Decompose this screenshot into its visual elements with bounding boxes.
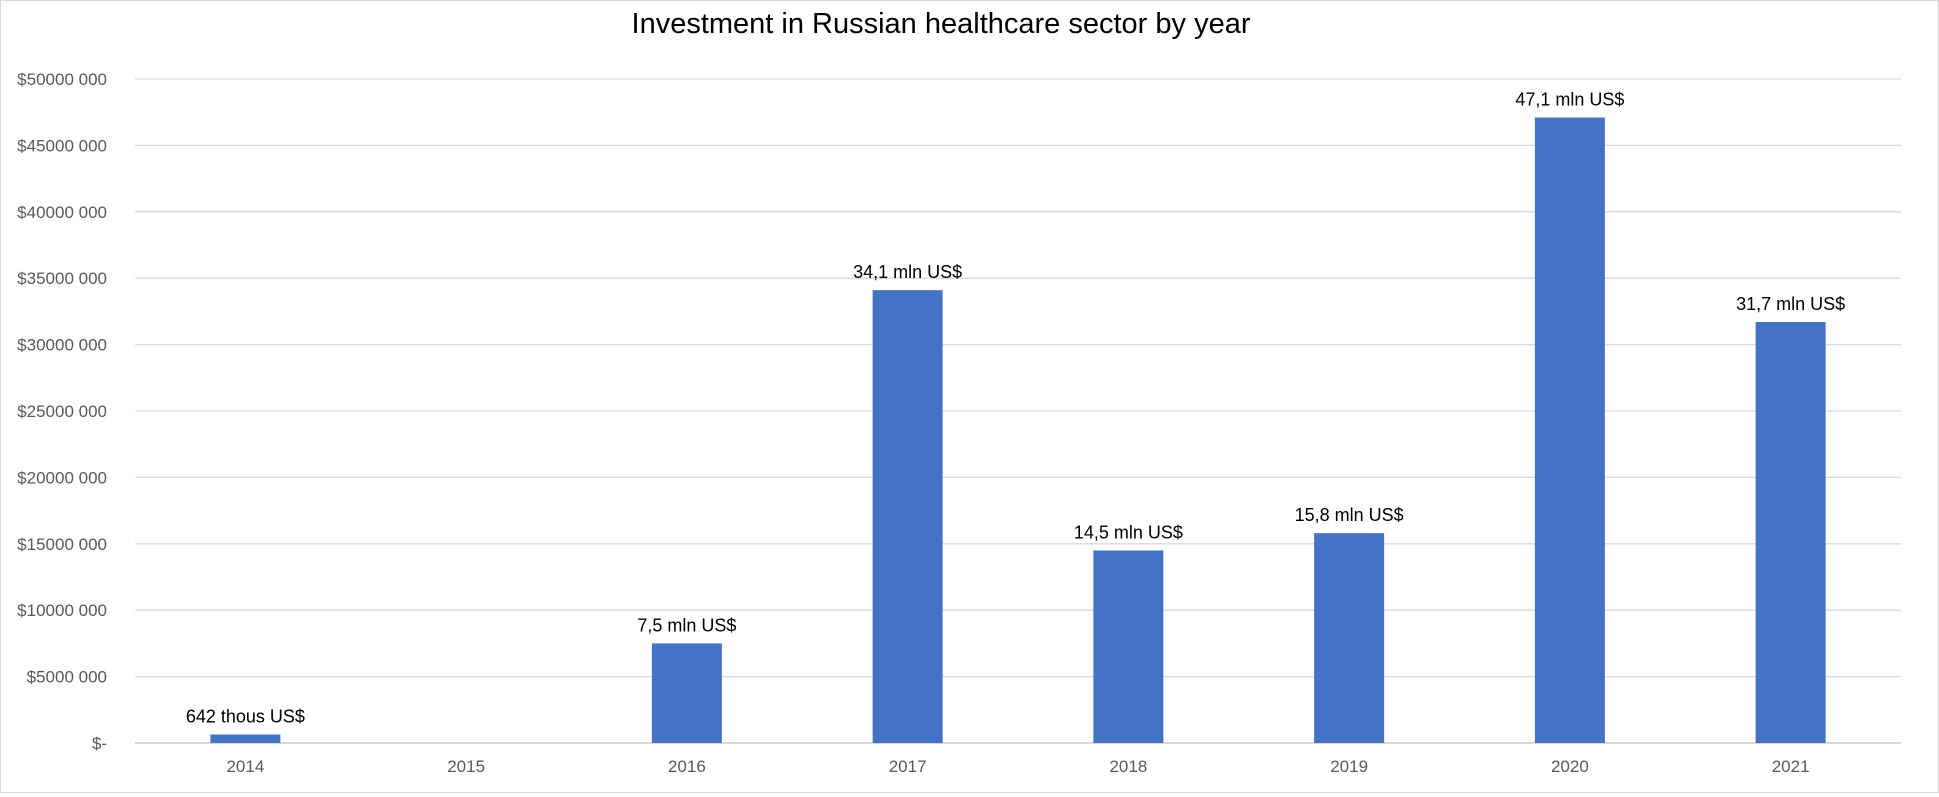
data-label-2016: 7,5 mln US$	[637, 615, 736, 635]
x-tick-label: 2015	[447, 757, 485, 776]
y-tick-label: $25000 000	[17, 402, 107, 421]
gridlines	[135, 78, 1901, 744]
bar-2014	[210, 734, 281, 743]
y-tick-label: $50000 000	[17, 70, 107, 89]
data-label-2020: 47,1 mln US$	[1515, 90, 1624, 110]
x-tick-label: 2016	[668, 757, 706, 776]
y-tick-label: $30000 000	[17, 336, 107, 355]
x-tick-label: 2019	[1330, 757, 1368, 776]
x-axis-tick-labels: 2014 2015 2016 2017 2018 2019 2020 2021	[226, 757, 1809, 776]
x-tick-label: 2014	[226, 757, 264, 776]
x-tick-label: 2018	[1109, 757, 1147, 776]
bar-2017	[872, 290, 943, 743]
x-tick-label: 2020	[1551, 757, 1589, 776]
x-tick-label: 2017	[889, 757, 927, 776]
bar-2021	[1755, 322, 1826, 743]
y-tick-label: $-	[92, 734, 107, 753]
bar-2020	[1534, 117, 1605, 743]
data-labels: 642 thous US$ 7,5 mln US$ 34,1 mln US$ 14,5…	[186, 90, 1845, 727]
x-tick-label: 2021	[1772, 757, 1810, 776]
y-tick-label: $20000 000	[17, 468, 107, 487]
y-tick-label: $15000 000	[17, 535, 107, 554]
y-tick-label: $5000 000	[27, 668, 107, 687]
data-label-2019: 15,8 mln US$	[1295, 505, 1404, 525]
data-label-2017: 34,1 mln US$	[853, 262, 962, 282]
bars	[210, 117, 1826, 743]
chart-title: Investment in Russian healthcare sector …	[632, 8, 1251, 40]
data-label-2018: 14,5 mln US$	[1074, 522, 1183, 542]
data-label-2021: 31,7 mln US$	[1736, 294, 1845, 314]
bar-2018	[1093, 550, 1164, 743]
data-label-2014: 642 thous US$	[186, 706, 305, 726]
bar-2016	[651, 643, 722, 743]
bar-2019	[1314, 533, 1385, 743]
y-axis-tick-labels: $- $5000 000 $10000 000 $15000 000 $20000 00…	[17, 70, 107, 753]
y-tick-label: $40000 000	[17, 203, 107, 222]
y-tick-label: $45000 000	[17, 136, 107, 155]
y-tick-label: $10000 000	[17, 601, 107, 620]
y-tick-label: $35000 000	[17, 269, 107, 288]
